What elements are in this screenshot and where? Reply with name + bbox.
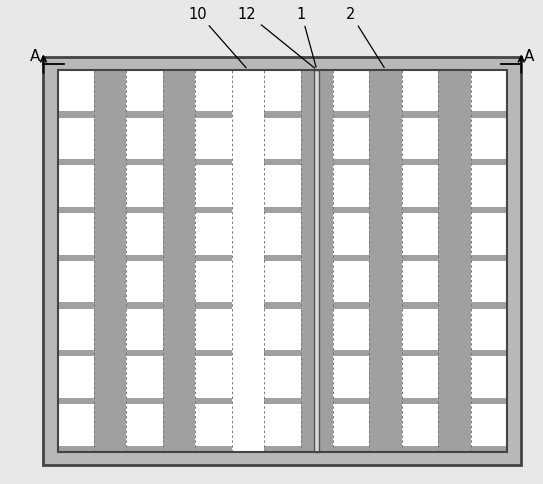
Text: A: A <box>524 49 535 64</box>
Bar <box>195 261 232 303</box>
Bar <box>195 309 232 350</box>
Bar <box>314 71 319 452</box>
Bar <box>471 261 507 303</box>
Bar <box>58 71 94 452</box>
Bar <box>58 357 94 398</box>
Bar <box>402 119 438 160</box>
Bar <box>58 214 94 255</box>
Text: 1: 1 <box>296 7 316 68</box>
Bar <box>402 71 438 452</box>
Bar <box>195 214 232 255</box>
Bar <box>58 71 507 452</box>
Bar <box>264 214 301 255</box>
Bar <box>471 405 507 446</box>
Bar <box>333 119 369 160</box>
Bar <box>333 214 369 255</box>
Bar <box>58 166 94 208</box>
Bar <box>438 71 471 452</box>
Text: A: A <box>30 49 41 64</box>
Bar <box>471 357 507 398</box>
Bar <box>333 261 369 303</box>
Bar <box>471 71 507 452</box>
Bar <box>471 166 507 208</box>
Bar <box>58 71 94 112</box>
Bar <box>127 119 163 160</box>
Bar <box>195 166 232 208</box>
Bar <box>333 405 369 446</box>
Bar <box>471 119 507 160</box>
Bar <box>471 309 507 350</box>
Bar <box>471 214 507 255</box>
Bar <box>471 71 507 112</box>
Bar <box>195 405 232 446</box>
Bar <box>402 357 438 398</box>
Bar <box>333 71 369 112</box>
Bar <box>43 58 521 465</box>
Bar <box>264 71 301 452</box>
Bar <box>402 214 438 255</box>
Bar <box>333 166 369 208</box>
Bar <box>58 309 94 350</box>
Bar <box>301 71 333 452</box>
Bar <box>232 71 264 452</box>
Bar <box>402 166 438 208</box>
Bar <box>127 71 163 452</box>
Bar <box>402 405 438 446</box>
Bar <box>127 405 163 446</box>
Bar <box>43 58 521 465</box>
Text: 2: 2 <box>345 7 384 68</box>
Bar <box>127 71 163 112</box>
Bar <box>264 357 301 398</box>
Bar <box>195 119 232 160</box>
Bar <box>127 166 163 208</box>
Bar <box>333 71 369 452</box>
Text: 12: 12 <box>238 7 314 69</box>
Bar <box>333 309 369 350</box>
Bar <box>195 71 232 452</box>
Bar <box>264 119 301 160</box>
Bar <box>58 405 94 446</box>
Bar <box>58 119 94 160</box>
Bar <box>163 71 195 452</box>
Bar <box>369 71 402 452</box>
Bar <box>58 71 507 452</box>
Bar <box>264 166 301 208</box>
Bar <box>264 71 301 112</box>
Bar <box>58 261 94 303</box>
Bar <box>402 261 438 303</box>
Bar <box>127 357 163 398</box>
Bar <box>127 214 163 255</box>
Bar <box>333 357 369 398</box>
Bar <box>402 71 438 112</box>
Bar <box>264 309 301 350</box>
Bar <box>195 357 232 398</box>
Bar <box>402 309 438 350</box>
Bar <box>94 71 127 452</box>
Bar <box>264 261 301 303</box>
Text: 10: 10 <box>189 7 246 69</box>
Bar <box>195 71 232 112</box>
Bar <box>127 309 163 350</box>
Bar <box>127 261 163 303</box>
Bar <box>264 405 301 446</box>
